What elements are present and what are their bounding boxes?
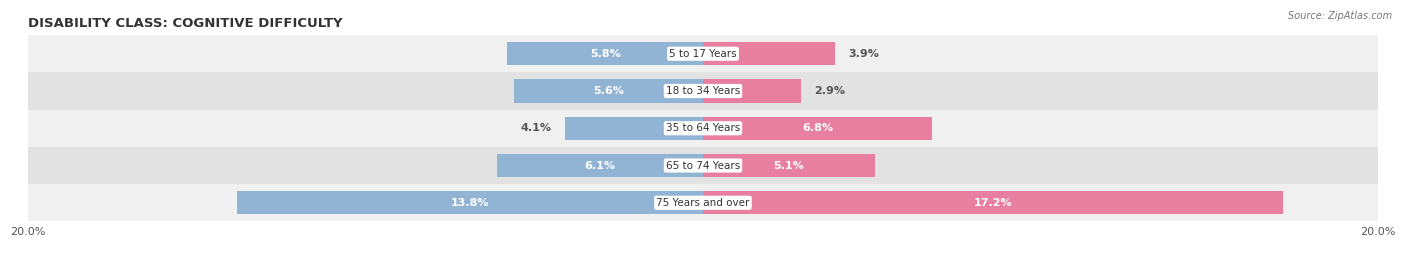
Text: Source: ZipAtlas.com: Source: ZipAtlas.com [1288,11,1392,21]
Text: 2.9%: 2.9% [814,86,845,96]
Text: 4.1%: 4.1% [520,123,551,133]
Bar [703,191,1284,214]
Bar [28,184,1378,221]
Bar [703,117,932,140]
Text: 3.9%: 3.9% [848,49,879,59]
Bar [28,72,1378,110]
Text: 5.1%: 5.1% [773,160,804,171]
Legend: Male, Female: Male, Female [644,267,762,270]
Bar [238,191,703,214]
Bar [28,35,1378,72]
Bar [565,117,703,140]
Text: 18 to 34 Years: 18 to 34 Years [666,86,740,96]
Text: 6.8%: 6.8% [803,123,834,133]
Bar [703,42,835,65]
Text: 6.1%: 6.1% [585,160,616,171]
Bar [703,154,875,177]
Text: 5.6%: 5.6% [593,86,624,96]
Bar [508,42,703,65]
Bar [515,79,703,103]
Bar [703,79,801,103]
Text: 75 Years and over: 75 Years and over [657,198,749,208]
Text: 65 to 74 Years: 65 to 74 Years [666,160,740,171]
Text: DISABILITY CLASS: COGNITIVE DIFFICULTY: DISABILITY CLASS: COGNITIVE DIFFICULTY [28,17,343,30]
Text: 13.8%: 13.8% [451,198,489,208]
Text: 5.8%: 5.8% [589,49,620,59]
Bar [28,110,1378,147]
Text: 5 to 17 Years: 5 to 17 Years [669,49,737,59]
Text: 35 to 64 Years: 35 to 64 Years [666,123,740,133]
Bar [28,147,1378,184]
Bar [498,154,703,177]
Text: 17.2%: 17.2% [974,198,1012,208]
